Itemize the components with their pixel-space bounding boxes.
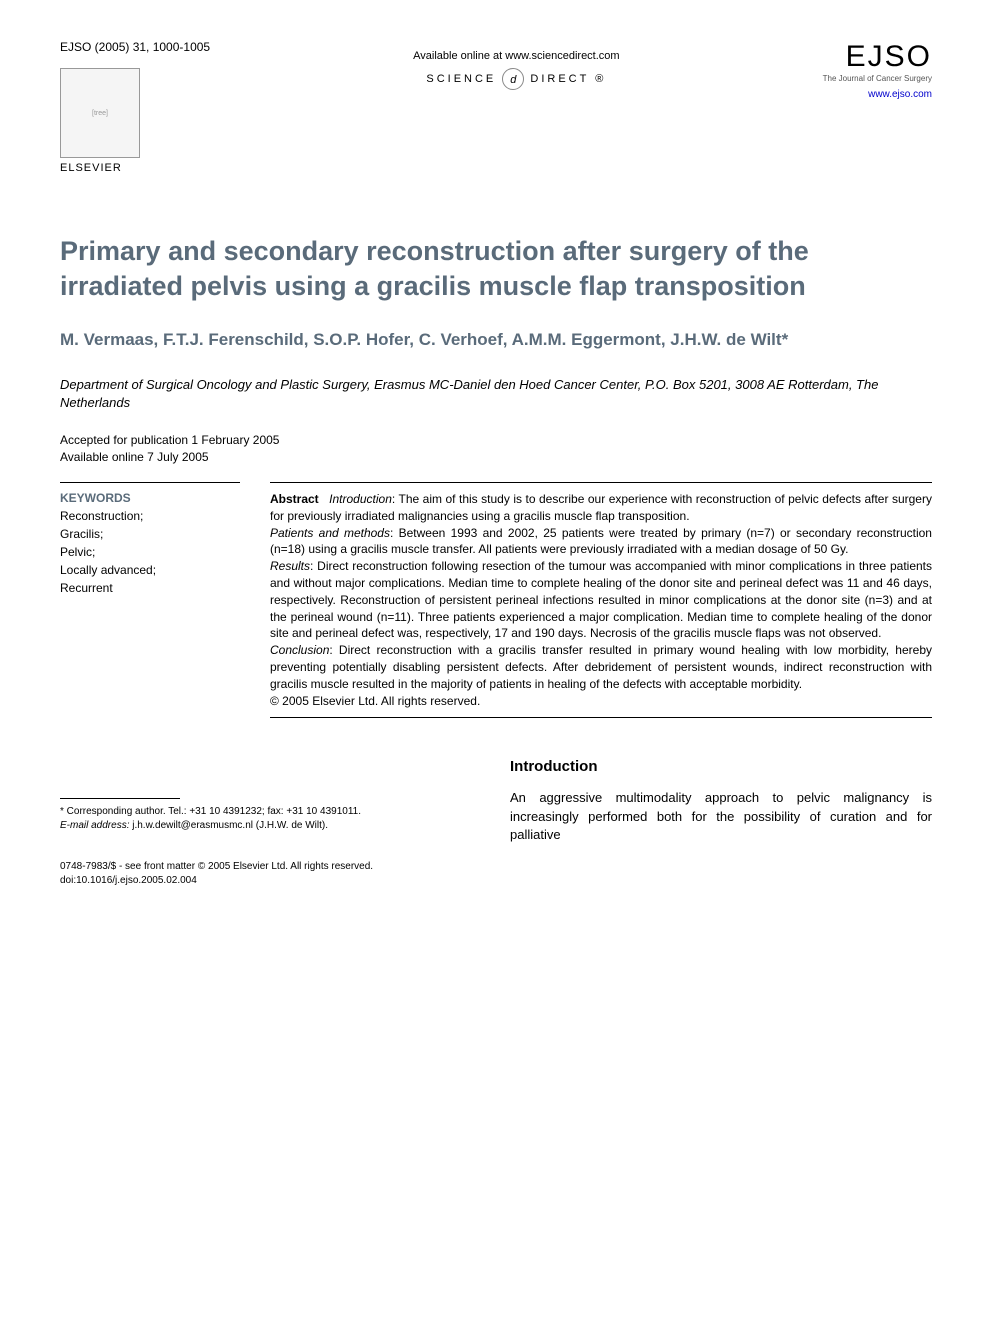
abstract-methods-label: Patients and methods	[270, 526, 390, 540]
issn-text: 0748-7983/$ - see front matter © 2005 El…	[60, 860, 932, 874]
keywords-heading: KEYWORDS	[60, 491, 240, 505]
sciencedirect-logo: SCIENCE d DIRECT ®	[413, 68, 619, 90]
abstract-intro-label: Introduction	[329, 492, 392, 506]
publication-dates: Accepted for publication 1 February 2005…	[60, 432, 932, 466]
keyword-item: Locally advanced;	[60, 561, 240, 579]
abstract-conclusion-label: Conclusion	[270, 643, 329, 657]
abstract-results-label: Results	[270, 559, 310, 573]
sd-circle-icon: d	[502, 68, 524, 90]
authors-list: M. Vermaas, F.T.J. Ferenschild, S.O.P. H…	[60, 328, 932, 352]
doi-text: doi:10.1016/j.ejso.2005.02.004	[60, 874, 932, 888]
journal-subtitle: The Journal of Cancer Surgery	[823, 74, 932, 83]
keywords-abstract-row: KEYWORDS Reconstruction; Gracilis; Pelvi…	[60, 482, 932, 718]
sd-word1: SCIENCE	[426, 73, 496, 85]
introduction-text: An aggressive multimodality approach to …	[510, 789, 932, 844]
keyword-item: Recurrent	[60, 579, 240, 597]
journal-logo-text: EJSO	[823, 40, 932, 74]
journal-block: EJSO The Journal of Cancer Surgery www.e…	[823, 40, 932, 100]
abstract-box: Abstract Introduction: The aim of this s…	[270, 482, 932, 718]
keyword-item: Reconstruction;	[60, 507, 240, 525]
publisher-block: EJSO (2005) 31, 1000-1005 [tree] ELSEVIE…	[60, 40, 210, 174]
keyword-item: Gracilis;	[60, 525, 240, 543]
online-date: Available online 7 July 2005	[60, 449, 932, 466]
introduction-row: * Corresponding author. Tel.: +31 10 439…	[60, 758, 932, 844]
email-label: E-mail address:	[60, 820, 129, 831]
abstract-label: Abstract	[270, 492, 319, 506]
journal-url-link[interactable]: www.ejso.com	[823, 89, 932, 100]
abstract-conclusion-text: : Direct reconstruction with a gracilis …	[270, 643, 932, 691]
available-online-text: Available online at www.sciencedirect.co…	[413, 50, 619, 62]
email-address: j.h.w.dewilt@erasmusmc.nl (J.H.W. de Wil…	[132, 820, 328, 831]
elsevier-label: ELSEVIER	[60, 162, 122, 174]
accepted-date: Accepted for publication 1 February 2005	[60, 432, 932, 449]
elsevier-tree-icon: [tree]	[60, 68, 140, 158]
citation-text: EJSO (2005) 31, 1000-1005	[60, 40, 210, 54]
introduction-column: Introduction An aggressive multimodality…	[510, 758, 932, 844]
sciencedirect-block: Available online at www.sciencedirect.co…	[413, 40, 619, 90]
bottom-copyright-block: 0748-7983/$ - see front matter © 2005 El…	[60, 860, 932, 888]
keywords-box: KEYWORDS Reconstruction; Gracilis; Pelvi…	[60, 482, 240, 718]
affiliation-text: Department of Surgical Oncology and Plas…	[60, 376, 932, 412]
footnote-column: * Corresponding author. Tel.: +31 10 439…	[60, 758, 480, 844]
page-header: EJSO (2005) 31, 1000-1005 [tree] ELSEVIE…	[60, 40, 932, 174]
abstract-results-text: : Direct reconstruction following resect…	[270, 559, 932, 640]
abstract-copyright: © 2005 Elsevier Ltd. All rights reserved…	[270, 694, 480, 708]
sd-word2: DIRECT	[530, 73, 589, 85]
footnote-divider	[60, 798, 180, 799]
keyword-item: Pelvic;	[60, 543, 240, 561]
corresponding-author-footnote: * Corresponding author. Tel.: +31 10 439…	[60, 805, 480, 819]
keywords-list: Reconstruction; Gracilis; Pelvic; Locall…	[60, 507, 240, 597]
article-title: Primary and secondary reconstruction aft…	[60, 234, 932, 304]
sd-register-icon: ®	[595, 73, 606, 85]
introduction-heading: Introduction	[510, 758, 932, 775]
email-footnote: E-mail address: j.h.w.dewilt@erasmusmc.n…	[60, 819, 480, 833]
